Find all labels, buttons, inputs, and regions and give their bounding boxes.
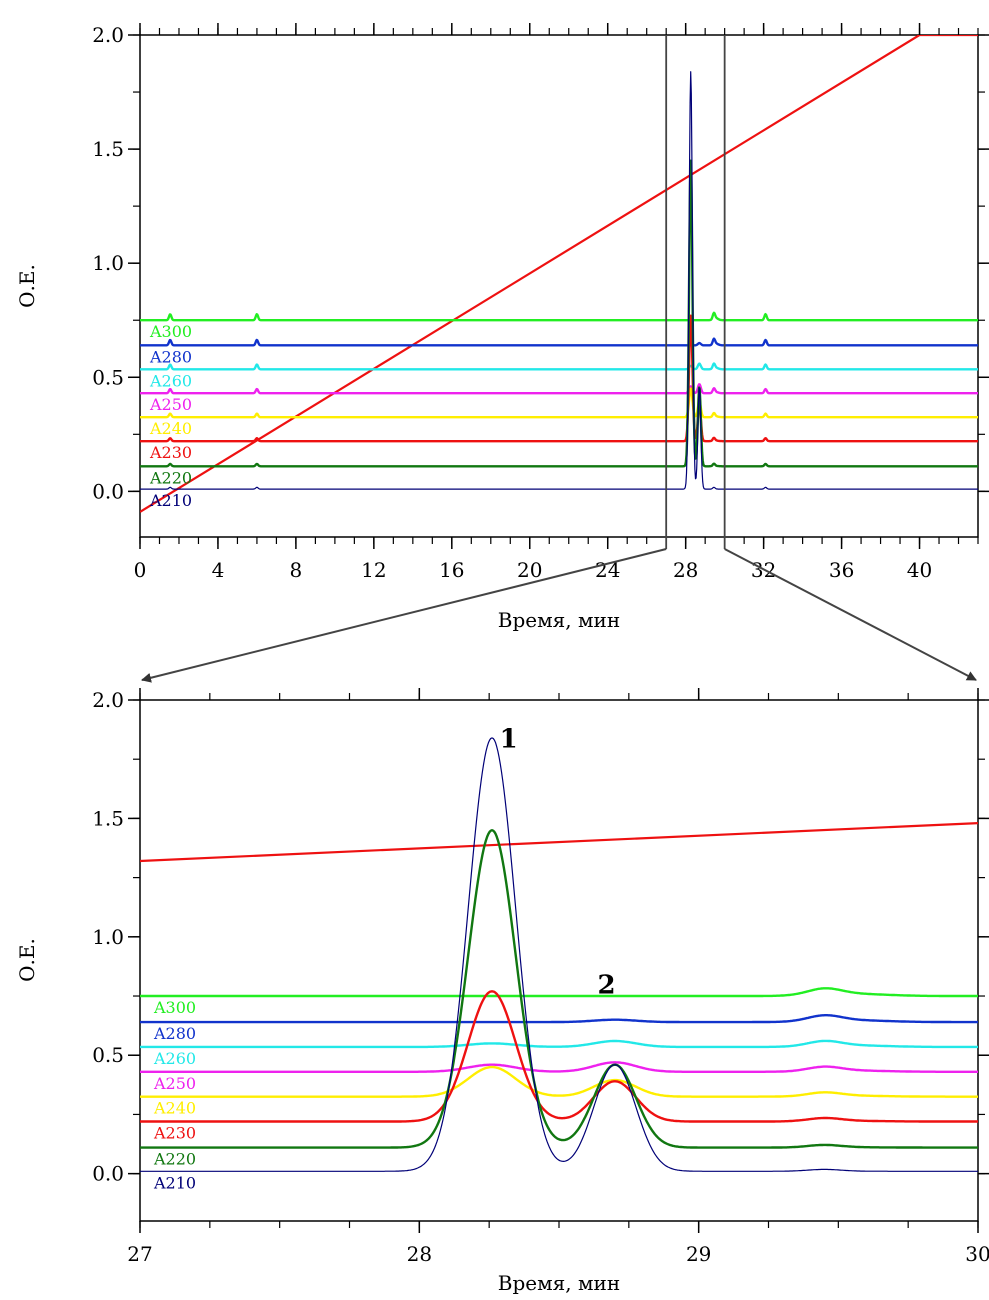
series-label-a240: A240 (149, 419, 192, 438)
x-tick-label: 40 (907, 558, 932, 582)
series-line-a230 (140, 314, 978, 443)
series-line-a250 (140, 1061, 978, 1074)
series-line-a300 (140, 987, 978, 998)
series-line-a240 (140, 387, 978, 419)
peak-label-1: 1 (500, 724, 518, 754)
series-label-a250: A250 (149, 395, 192, 414)
x-tick-label: 4 (212, 558, 225, 582)
x-axis-title: Время, мин (498, 608, 620, 632)
y-axis-title: О.Е. (15, 264, 39, 308)
series-line-a260 (140, 362, 978, 371)
y-tick-label: 2.0 (92, 23, 124, 47)
overview-chart: 04812162024283236400.00.51.01.52.0Время,… (15, 23, 989, 632)
plot-frame (139, 34, 979, 538)
x-tick-label: 16 (439, 558, 464, 582)
gradient-line (140, 822, 978, 863)
y-tick-label: 2.0 (92, 688, 124, 712)
zoom-arrow-right (724, 548, 977, 681)
series-line-a280 (140, 337, 978, 347)
series-label-a250: A250 (153, 1074, 196, 1093)
zoom-connectors (141, 35, 977, 683)
plot-area (140, 737, 978, 1172)
y-tick-label: 1.0 (92, 251, 124, 275)
series-label-a240: A240 (153, 1099, 196, 1118)
series-line-a210 (140, 737, 978, 1172)
y-tick-label: 0.0 (92, 479, 124, 503)
series-label-a210: A210 (153, 1173, 196, 1192)
x-axis-title: Время, мин (498, 1271, 620, 1295)
series-label-a300: A300 (153, 998, 196, 1017)
peak-label-2: 2 (597, 971, 615, 1001)
x-tick-label: 36 (829, 558, 854, 582)
series-label-a220: A220 (149, 468, 192, 487)
series-line-a220 (140, 159, 978, 468)
series-label-a220: A220 (153, 1150, 196, 1169)
x-tick-label: 29 (686, 1242, 711, 1266)
series-label-a230: A230 (149, 443, 192, 462)
y-tick-label: 1.5 (92, 806, 124, 830)
series-line-a210 (140, 71, 978, 490)
y-tick-label: 1.0 (92, 925, 124, 949)
x-tick-label: 0 (134, 558, 147, 582)
x-tick-label: 8 (290, 558, 303, 582)
y-axis-title: О.Е. (15, 938, 39, 982)
x-tick-label: 12 (361, 558, 386, 582)
y-tick-label: 0.5 (92, 1043, 124, 1067)
x-tick-label: 20 (517, 558, 542, 582)
y-tick-label: 0.0 (92, 1162, 124, 1186)
series-line-a220 (140, 829, 978, 1149)
series-line-a260 (140, 1039, 978, 1049)
plot-frame (139, 699, 979, 1222)
series-label-a210: A210 (149, 491, 192, 510)
y-tick-label: 0.5 (92, 365, 124, 389)
series-line-a280 (140, 1014, 978, 1024)
series-label-a280: A280 (149, 347, 192, 366)
plot-area (140, 35, 978, 513)
x-tick-label: 27 (127, 1242, 152, 1266)
series-line-a250 (140, 383, 978, 395)
x-tick-label: 28 (673, 558, 698, 582)
series-label-a280: A280 (153, 1024, 196, 1043)
zoom-arrow-left (141, 548, 667, 683)
zoom-chart: 27 28 29 30 0.0 0.5 1.0 1.5 2.0 Время, мин О.Е. A30… (15, 688, 989, 1295)
series-label-a230: A230 (153, 1124, 196, 1143)
series-label-a260: A260 (153, 1049, 196, 1068)
series-label-a300: A300 (149, 322, 192, 341)
series-label-a260: A260 (149, 371, 192, 390)
series-line-a240 (140, 1065, 978, 1098)
y-tick-label: 1.5 (92, 137, 124, 161)
gradient-line (140, 35, 978, 513)
x-tick-label: 28 (407, 1242, 432, 1266)
x-tick-label: 30 (965, 1242, 989, 1266)
series-line-a300 (140, 311, 978, 322)
series-line-a230 (140, 990, 978, 1123)
